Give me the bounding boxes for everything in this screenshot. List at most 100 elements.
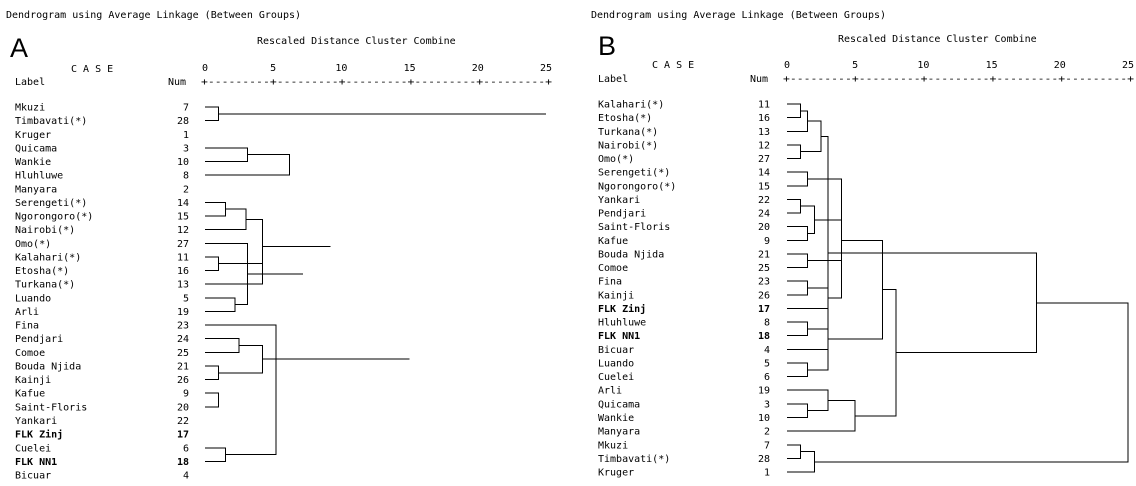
panel-b-leaf-num: 20: [758, 222, 770, 233]
panel-b-tick-5: 5: [852, 60, 858, 71]
panel-b-leaf-label: Omo(*): [598, 154, 634, 165]
panel-a-leaf-num: 18: [177, 457, 189, 468]
panel-a-tick-20: 20: [472, 63, 484, 74]
panel-b-merge-link: [787, 198, 802, 214]
panel-a-leaf-label: Quicama: [15, 143, 57, 154]
panel-a-leaf-label: Kruger: [15, 130, 51, 141]
panel-b-leaf-num: 22: [758, 195, 770, 206]
panel-a-merge-link: [205, 365, 220, 381]
panel-b-tick-0: 0: [784, 60, 790, 71]
panel-a-leaf-num: 4: [183, 471, 189, 482]
panel-b-merge-link: [807, 178, 843, 299]
panel-a-letter: A: [10, 33, 28, 63]
panel-a-leaf-label: Wankie: [15, 157, 51, 168]
panel-b-leaf-label: Hluhluwe: [598, 318, 646, 329]
panel-a-tick-10: 10: [335, 63, 347, 74]
panel-b-leaf-label: Manyara: [598, 427, 640, 438]
panel-b-leaf-num: 9: [764, 236, 770, 247]
panel-a-leaf-label: Omo(*): [15, 239, 51, 250]
panel-a-leaf-label: Arli: [15, 307, 39, 318]
panel-b-leaf-label: Ngorongoro(*): [598, 181, 676, 192]
panel-b-num-header: Num: [750, 74, 768, 85]
panel-a-merge-link: [205, 147, 248, 163]
panel-b-leaf-label: Yankari: [598, 195, 640, 206]
panel-b-merge-link: [787, 444, 802, 459]
panel-a-tick-0: 0: [202, 63, 208, 74]
panel-b-tick-25: 25: [1122, 60, 1134, 71]
panel-b-merge-link: [787, 399, 856, 432]
panel-a-tick-5: 5: [270, 63, 276, 74]
panel-a-leaf-num: 3: [183, 143, 189, 154]
panel-b-leaf-num: 24: [758, 209, 770, 220]
panel-b-leaf-label: Kruger: [598, 468, 634, 479]
panel-b-merge-link: [787, 103, 802, 119]
panel-b-merge-link: [807, 219, 843, 262]
panel-b-leaf-num: 1: [764, 468, 770, 479]
panel-a-leaf-num: 22: [177, 416, 189, 427]
panel-b-subtitle: Rescaled Distance Cluster Combine: [838, 34, 1037, 45]
panel-b-leaf-num: 17: [758, 304, 770, 315]
panel-a-leaf-label: Nairobi(*): [15, 225, 75, 236]
panel-a-leaf-num: 10: [177, 157, 189, 168]
dendrogram-panel-b: Dendrogram using Average Linkage (Betwee…: [591, 10, 1134, 479]
panel-a-merge-link: [205, 154, 291, 176]
panel-b-leaf-label: Luando: [598, 358, 634, 369]
panel-b-merge-link: [787, 110, 808, 132]
panel-b-leaf-label: Quicama: [598, 399, 640, 410]
panel-a-leaf-label: Saint-Floris: [15, 402, 87, 413]
panel-a-merge-link: [205, 297, 236, 312]
panel-b-leaf-num: 8: [764, 318, 770, 329]
panel-a-leaf-label: Ngorongoro(*): [15, 212, 93, 223]
panel-a-merge-link: [205, 392, 220, 408]
panel-b-merge-link: [787, 144, 802, 160]
panel-a-merge-link: [205, 338, 240, 353]
panel-b-leaf-num: 16: [758, 113, 770, 124]
panel-b-leaf-label: Serengeti(*): [598, 168, 670, 179]
panel-b-leaf-label: Mkuzi: [598, 440, 628, 451]
panel-a-leaf-num: 16: [177, 266, 189, 277]
panel-b-leaf-label: Kafue: [598, 236, 628, 247]
panel-a-leaf-num: 25: [177, 348, 189, 359]
panel-b-links: [787, 103, 1129, 473]
panel-a-merge-link: [205, 447, 226, 462]
panel-a-leaf-num: 6: [183, 443, 189, 454]
panel-a-leaf-label: Manyara: [15, 184, 57, 195]
panel-a-leaf-label: FLK NN1: [15, 457, 57, 468]
panel-a-leaf-num: 28: [177, 116, 189, 127]
panel-b-axis-ruler: +---------+---------+---------+---------…: [783, 74, 1134, 85]
panel-a-leaf-label: Hluhluwe: [15, 171, 63, 182]
panel-a-leaf-label: Bouda Njida: [15, 361, 81, 372]
panel-a-leaf-num: 24: [177, 334, 189, 345]
panel-a-leaf-label: Pendjari: [15, 334, 63, 345]
panel-b-leaf-label: Etosha(*): [598, 113, 652, 124]
panel-a-leaf-label: Yankari: [15, 416, 57, 427]
panel-a-ticks: 0 5 10 15 20 25: [202, 63, 552, 74]
panel-a-leaf-num: 5: [183, 293, 189, 304]
panel-a-leaf-num: 21: [177, 361, 189, 372]
panel-b-leaf-label: Arli: [598, 386, 622, 397]
panel-b-case-label: C A S E: [652, 60, 694, 71]
panel-a-leaf-label: Kainji: [15, 375, 51, 386]
panel-a-merge-link: [205, 324, 277, 456]
panel-b-leaf-num: 2: [764, 427, 770, 438]
panel-b-leaf-num: 27: [758, 154, 770, 165]
panel-b-leaf-num: 25: [758, 263, 770, 274]
panel-b-merge-link: [855, 289, 897, 417]
panel-a-leaf-num: 17: [177, 430, 189, 441]
panel-a-leaf-num: 9: [183, 389, 189, 400]
panel-b-leaf-num: 18: [758, 331, 770, 342]
panel-a-leaf-label: FLK Zinj: [15, 429, 63, 441]
panel-b-leaf-label: Turkana(*): [598, 127, 658, 138]
panel-b-merge-link: [787, 403, 808, 418]
panel-a-leaf-label: Timbavati(*): [15, 116, 87, 127]
panel-b-merge-link: [827, 239, 883, 340]
panel-b-merge-link: [787, 280, 808, 296]
panel-a-leaf-num: 23: [177, 321, 189, 332]
panel-b-letter: B: [598, 31, 616, 61]
panel-a-label-header: Label: [15, 77, 45, 88]
panel-b-leaf-num: 23: [758, 277, 770, 288]
panel-a-merge-link: [205, 256, 220, 272]
panel-b-leaf-label: Nairobi(*): [598, 140, 658, 151]
panel-b-leaf-label: Bicuar: [598, 345, 634, 356]
